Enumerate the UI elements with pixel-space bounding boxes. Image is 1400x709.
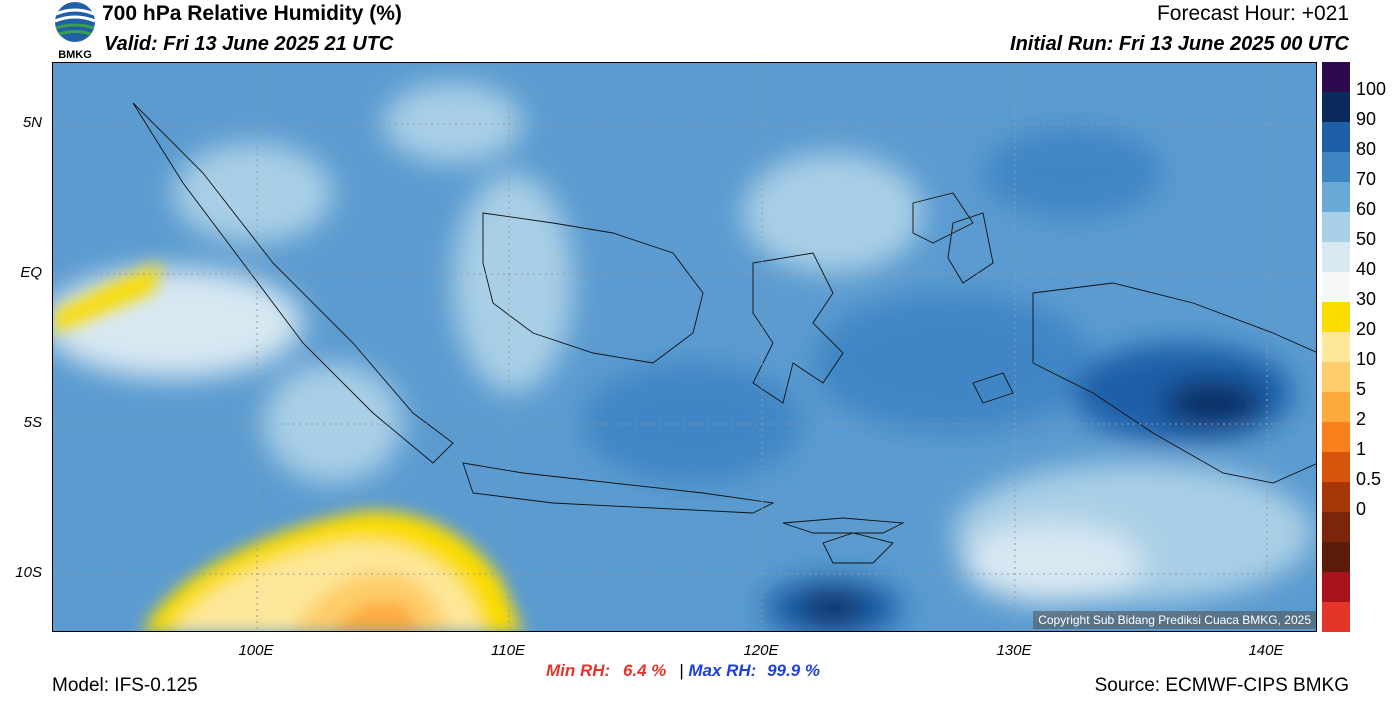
- colorbar-swatch: [1322, 302, 1350, 332]
- colorbar-swatch: [1322, 122, 1350, 152]
- colorbar-label: 100: [1356, 79, 1387, 99]
- valid-time: Valid: Fri 13 June 2025 21 UTC: [104, 33, 394, 55]
- rh-stats: Min RH: 6.4 % | Max RH: 99.9 %: [546, 661, 820, 681]
- humidity-map: [52, 62, 1317, 632]
- colorbar-swatch: [1322, 572, 1350, 602]
- colorbar-swatch: [1322, 542, 1350, 572]
- colorbar-label: 80: [1356, 139, 1377, 159]
- colorbar-label: 0.5: [1356, 469, 1382, 489]
- colorbar-swatch: [1322, 392, 1350, 422]
- lat-label-eq: EQ: [20, 264, 42, 281]
- map-title: 700 hPa Relative Humidity (%): [102, 2, 402, 25]
- colorbar-label: 70: [1356, 169, 1377, 189]
- max-rh-value: 99.9 %: [767, 661, 821, 680]
- bmkg-logo: BMKG: [54, 2, 96, 60]
- coastlines: [132, 102, 1316, 564]
- colorbar-swatch: [1322, 422, 1350, 452]
- colorbar-swatch: [1322, 242, 1350, 272]
- stats-separator: |: [679, 661, 684, 680]
- colorbar-swatch: [1322, 212, 1350, 242]
- humidity-field: [53, 63, 1316, 631]
- logo-text: BMKG: [58, 49, 92, 60]
- colorbar-swatch: [1322, 512, 1350, 542]
- colorbar-label: 40: [1356, 259, 1377, 279]
- colorbar-label: 0: [1356, 499, 1367, 519]
- colorbar-label: 5: [1356, 379, 1367, 399]
- colorbar-label: 10: [1356, 349, 1377, 369]
- model-info: Model: IFS-0.125: [52, 675, 198, 696]
- colorbar-swatch: [1322, 602, 1350, 632]
- colorbar-swatch: [1322, 332, 1350, 362]
- colorbar-swatch: [1322, 362, 1350, 392]
- lon-label-100e: 100E: [238, 642, 274, 659]
- colorbar-swatch: [1322, 152, 1350, 182]
- min-rh-value: 6.4 %: [622, 661, 667, 680]
- lon-label-130e: 130E: [996, 642, 1032, 659]
- min-rh-label: Min RH:: [546, 661, 611, 680]
- colorbar-swatch: [1322, 92, 1350, 122]
- max-rh-label: Max RH:: [688, 661, 757, 680]
- initial-run: Initial Run: Fri 13 June 2025 00 UTC: [1010, 33, 1349, 55]
- colorbar-swatch: [1322, 182, 1350, 212]
- lat-label-10s: 10S: [15, 564, 42, 581]
- forecast-hour: Forecast Hour: +021: [1156, 2, 1349, 25]
- colorbar-label: 30: [1356, 289, 1377, 309]
- colorbar-swatch: [1322, 452, 1350, 482]
- colorbar-label: 60: [1356, 199, 1377, 219]
- lon-label-110e: 110E: [491, 642, 525, 659]
- lat-label-5n: 5N: [22, 114, 42, 131]
- colorbar-label: 1: [1356, 439, 1367, 459]
- colorbar-label: 2: [1356, 409, 1367, 429]
- colorbar-label: 50: [1356, 229, 1377, 249]
- colorbar-swatch: [1322, 272, 1350, 302]
- lon-label-120e: 120E: [743, 642, 779, 659]
- colorbar-swatch: [1322, 482, 1350, 512]
- copyright-note: Copyright Sub Bidang Prediksi Cuaca BMKG…: [1033, 611, 1316, 629]
- colorbar-swatch: [1322, 62, 1350, 92]
- gridlines: [53, 63, 1316, 631]
- colorbar-label: 90: [1356, 109, 1377, 129]
- colorbar-label: 20: [1356, 319, 1377, 339]
- lon-label-140e: 140E: [1248, 642, 1284, 659]
- source-info: Source: ECMWF-CIPS BMKG: [1094, 675, 1349, 696]
- colorbar: [1322, 62, 1350, 632]
- lat-label-5s: 5S: [23, 414, 42, 431]
